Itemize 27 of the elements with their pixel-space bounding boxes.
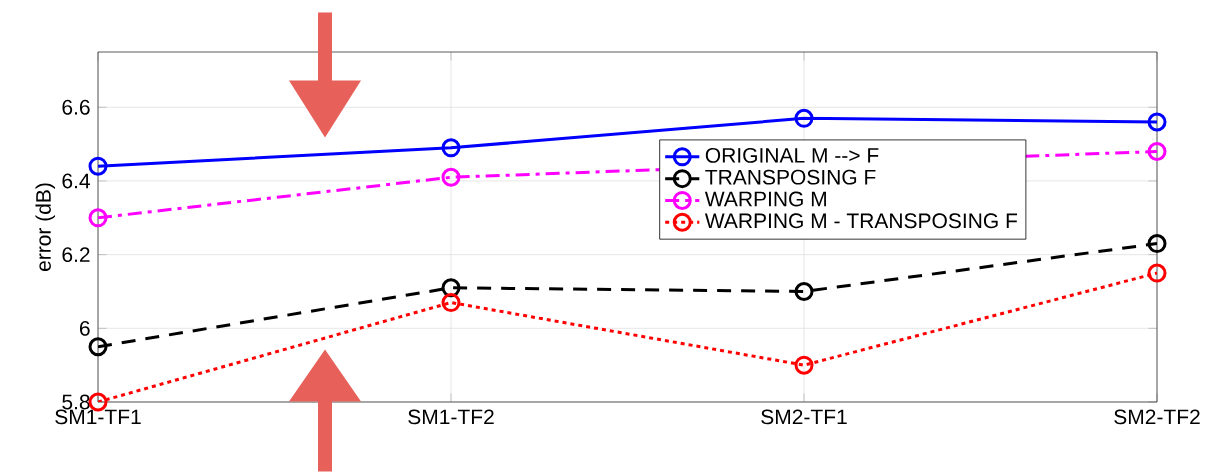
point	[441, 138, 461, 158]
y-tick-label: 5.8	[62, 394, 90, 410]
x-tick-label: SM2-TF1	[761, 409, 847, 425]
y-axis-title: error (dB)	[35, 183, 56, 272]
y-tick-label: 6.6	[62, 99, 90, 115]
x-tick-label: SM2-TF2	[1114, 409, 1200, 425]
y-tick-label: 6.2	[62, 247, 90, 263]
legend-label: WARPING M - TRANSPOSING F	[704, 213, 1018, 229]
point	[88, 156, 108, 176]
point	[1147, 263, 1167, 283]
point	[794, 281, 814, 301]
point	[794, 108, 814, 128]
legend-label: WARPING M	[704, 191, 826, 207]
x-tick-label: SM1-TF2	[408, 409, 494, 425]
point	[441, 293, 461, 313]
point	[88, 337, 108, 357]
legend-label: ORIGINAL M --> F	[705, 147, 879, 163]
point	[1147, 112, 1167, 132]
point	[1147, 234, 1167, 254]
point	[88, 208, 108, 228]
y-tick-label: 6.4	[62, 173, 90, 189]
point	[441, 167, 461, 187]
legend-label: TRANSPOSING F	[705, 169, 876, 185]
point	[794, 355, 814, 375]
point	[1147, 141, 1167, 161]
x-tick-label: SM1-TF1	[55, 409, 141, 425]
y-tick-label: 6	[79, 320, 90, 336]
